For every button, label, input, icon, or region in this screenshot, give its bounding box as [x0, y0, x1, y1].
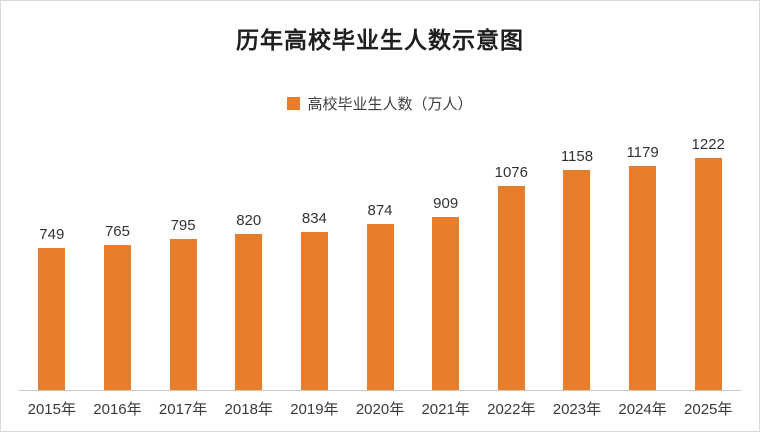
- bar-column: 1222: [675, 136, 741, 390]
- bar: [235, 234, 263, 390]
- x-axis-tick-label: 2025年: [684, 401, 733, 418]
- bar-column: 820: [216, 212, 282, 390]
- bar-value-label: 1179: [626, 144, 659, 161]
- x-axis-tick-label: 2024年: [618, 401, 667, 418]
- legend: 高校毕业生人数（万人）: [1, 93, 759, 114]
- x-axis-tick-label: 2015年: [27, 401, 76, 418]
- legend-label: 高校毕业生人数（万人）: [307, 96, 473, 113]
- x-axis-tick-label: 2023年: [552, 401, 602, 418]
- bar: [629, 166, 657, 390]
- bar: [694, 158, 722, 390]
- bar-value-label: 874: [367, 202, 393, 219]
- bar-column: 874: [347, 202, 413, 390]
- bar-column: 909: [413, 195, 479, 390]
- bar: [366, 224, 394, 390]
- bar-column: 795: [150, 217, 216, 390]
- bar: [497, 186, 525, 390]
- bar-value-label: 1158: [560, 148, 594, 165]
- bar-column: 765: [85, 223, 151, 390]
- bar: [300, 232, 328, 390]
- x-axis-tick-label: 2021年: [421, 401, 470, 418]
- x-axis-tick-label: 2018年: [224, 401, 273, 418]
- bar-plot: 749 765 795 820 834 874 909 1076 1158 1179 1222 20…: [19, 123, 741, 419]
- x-axis-tick-label: 2019年: [290, 401, 339, 418]
- x-axis-tick-label: 2017年: [158, 401, 208, 418]
- bar-value-label: 909: [433, 195, 459, 212]
- bar-column: 1076: [478, 164, 544, 390]
- bar-column: 1179: [610, 144, 676, 390]
- bar: [432, 217, 460, 390]
- bar-column: 1158: [544, 148, 610, 390]
- bar-column: 834: [282, 210, 348, 390]
- bars-area: 749 765 795 820 834 874 909 1076 1158 1179 1222: [19, 123, 741, 391]
- bar-value-label: 820: [236, 212, 262, 229]
- legend-swatch-icon: [287, 97, 301, 110]
- bar-value-label: 795: [170, 217, 196, 234]
- bar: [169, 239, 197, 390]
- bar: [103, 245, 131, 390]
- bar-value-label: 1076: [494, 164, 528, 181]
- x-axis-tick-label: 2022年: [487, 401, 536, 418]
- chart-title: 历年高校毕业生人数示意图: [236, 27, 524, 53]
- bar-column: 749: [19, 226, 85, 390]
- bar-value-label: 1222: [691, 136, 725, 153]
- x-axis-tick-label: 2020年: [355, 401, 405, 418]
- bar: [38, 248, 66, 390]
- bar-value-label: 749: [39, 226, 65, 243]
- x-axis-tick-label: 2016年: [93, 401, 142, 418]
- x-axis-labels: 2015年 2016年 2017年 2018年 2019年 2020年 2021年 2022年…: [19, 391, 741, 419]
- bar: [563, 170, 591, 390]
- bar-value-label: 765: [104, 223, 130, 240]
- bar-value-label: 834: [301, 210, 327, 227]
